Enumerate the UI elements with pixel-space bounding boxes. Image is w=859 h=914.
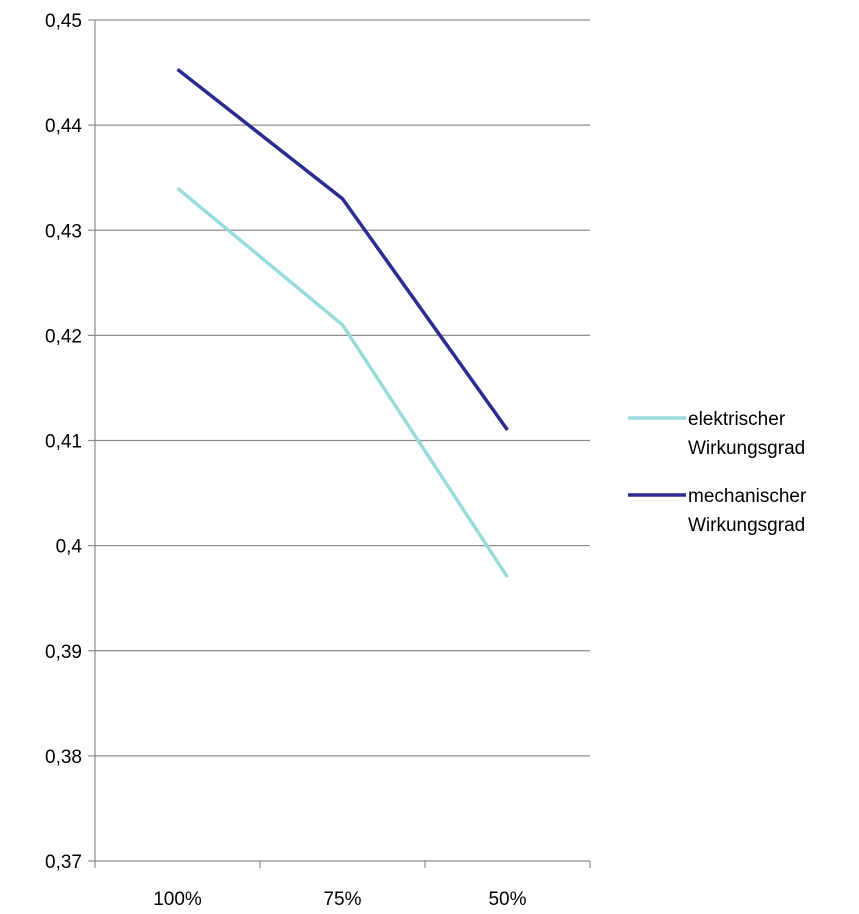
legend-label: elektrischer bbox=[688, 409, 786, 430]
y-tick-label: 0,39 bbox=[45, 642, 82, 663]
y-tick-label: 0,42 bbox=[45, 326, 82, 347]
x-tick-label: 50% bbox=[488, 889, 526, 910]
axes: 0,37 0,38 0,39 0,4 0,41 0,42 0,43 0,44 0,45 100% 7… bbox=[45, 11, 591, 910]
y-tick-label: 0,37 bbox=[45, 852, 82, 873]
legend-label: mechanischer bbox=[688, 486, 807, 507]
series-line-0 bbox=[176, 186, 509, 579]
y-tick-label: 0,38 bbox=[45, 747, 82, 768]
y-tick-label: 0,45 bbox=[45, 11, 82, 32]
x-tick-label: 75% bbox=[323, 889, 361, 910]
gridlines bbox=[95, 19, 590, 757]
x-tick-label: 100% bbox=[153, 889, 202, 910]
legend-label: Wirkungsgrad bbox=[688, 515, 805, 536]
y-tick-label: 0,41 bbox=[45, 432, 82, 453]
legend: elektrischer Wirkungsgrad mechanischer Wirk… bbox=[628, 409, 807, 536]
y-tick-label: 0,44 bbox=[45, 116, 82, 137]
y-tick-label: 0,43 bbox=[45, 221, 82, 242]
series-lines bbox=[176, 68, 509, 579]
y-tick-label: 0,4 bbox=[56, 537, 83, 558]
series-line-1 bbox=[176, 68, 509, 432]
legend-label: Wirkungsgrad bbox=[688, 438, 805, 459]
